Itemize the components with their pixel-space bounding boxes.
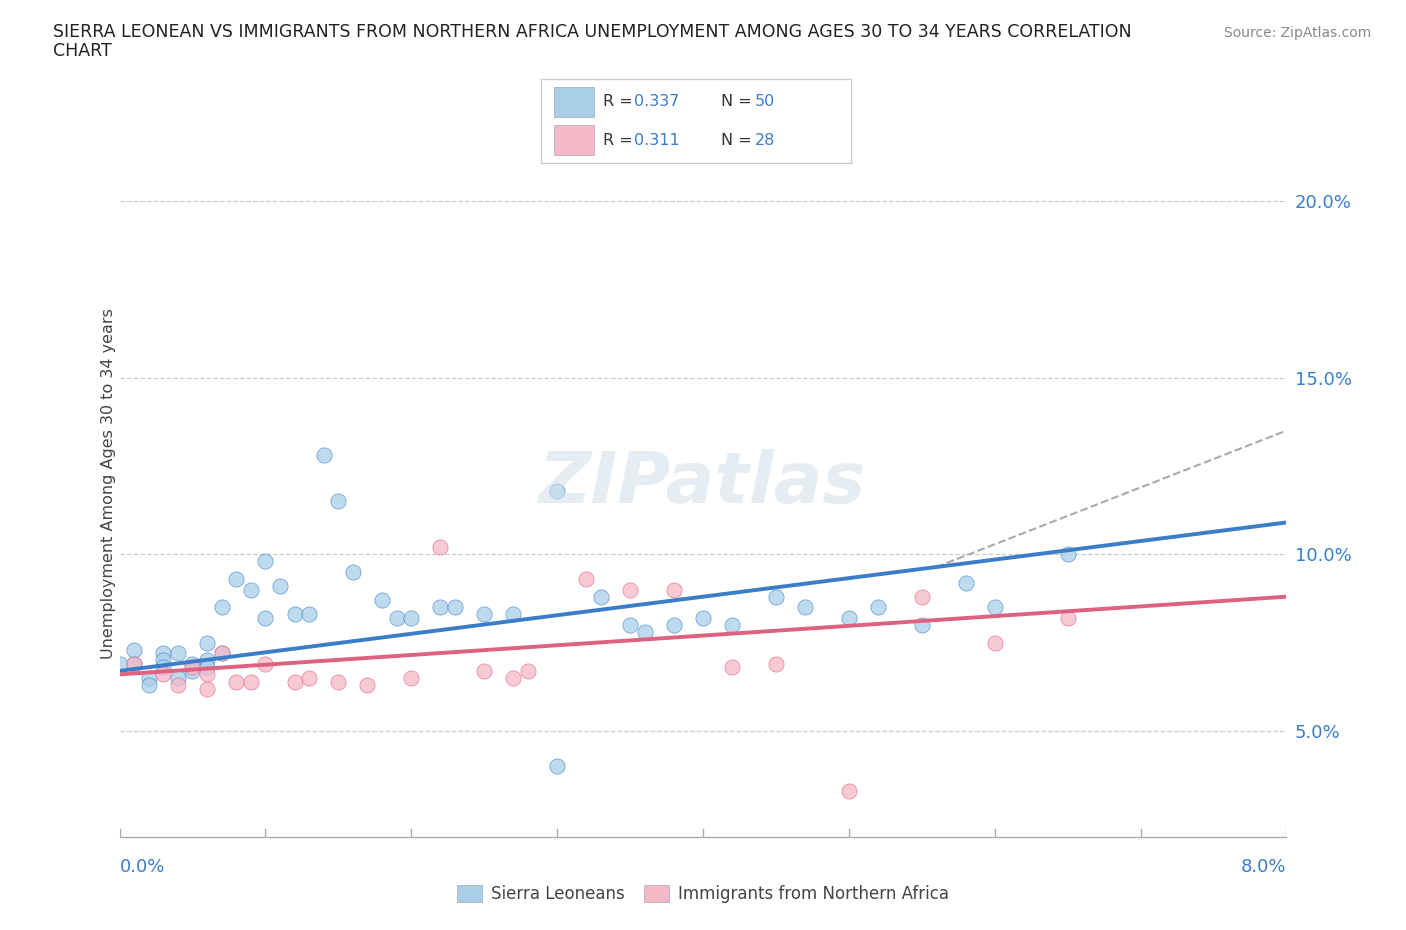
Point <box>195 635 218 650</box>
Point <box>312 448 335 463</box>
Point <box>662 618 685 632</box>
Point <box>546 484 568 498</box>
Point <box>239 582 262 597</box>
Point <box>138 671 160 685</box>
Point <box>122 643 145 658</box>
Point <box>502 671 524 685</box>
Point <box>239 674 262 689</box>
Point <box>181 663 204 678</box>
Point <box>399 610 422 625</box>
Text: 50: 50 <box>755 94 775 109</box>
Point <box>589 590 612 604</box>
Point <box>429 539 451 554</box>
Point <box>399 671 422 685</box>
Text: 28: 28 <box>755 133 775 148</box>
Point <box>911 590 934 604</box>
Point <box>122 657 145 671</box>
Text: CHART: CHART <box>53 42 112 60</box>
Point <box>911 618 934 632</box>
Point <box>283 607 307 622</box>
Point <box>138 678 160 693</box>
Text: 0.0%: 0.0% <box>120 857 165 876</box>
Point <box>328 494 350 509</box>
Point <box>166 678 188 693</box>
Point <box>633 625 655 640</box>
Point <box>225 674 247 689</box>
Point <box>122 657 145 671</box>
Point <box>983 600 1005 615</box>
Point <box>298 671 321 685</box>
Point <box>517 663 540 678</box>
Point <box>298 607 321 622</box>
Point <box>225 572 247 587</box>
Point <box>472 663 495 678</box>
Point <box>429 600 451 615</box>
Point <box>181 657 204 671</box>
Point <box>838 610 860 625</box>
Point <box>794 600 817 615</box>
Point <box>211 645 233 660</box>
Point <box>269 578 291 593</box>
Point <box>1056 547 1078 562</box>
Point <box>283 674 307 689</box>
Point <box>195 660 218 675</box>
Point <box>619 618 641 632</box>
Point <box>866 600 889 615</box>
Point <box>838 784 860 799</box>
Bar <box>554 126 593 155</box>
Point <box>254 554 277 569</box>
Point <box>371 592 394 607</box>
Point <box>166 671 188 685</box>
Point <box>211 600 233 615</box>
Point <box>502 607 524 622</box>
Point <box>575 572 598 587</box>
Legend: Sierra Leoneans, Immigrants from Northern Africa: Sierra Leoneans, Immigrants from Norther… <box>451 879 955 910</box>
Point <box>152 667 174 682</box>
Point <box>328 674 350 689</box>
Point <box>385 610 408 625</box>
Point <box>195 667 218 682</box>
Y-axis label: Unemployment Among Ages 30 to 34 years: Unemployment Among Ages 30 to 34 years <box>101 308 115 659</box>
Point <box>152 653 174 668</box>
Point <box>108 657 131 671</box>
Point <box>152 660 174 675</box>
Point <box>955 575 977 590</box>
Text: R =: R = <box>603 94 633 109</box>
Point <box>254 657 277 671</box>
Point <box>195 653 218 668</box>
Text: Source: ZipAtlas.com: Source: ZipAtlas.com <box>1223 26 1371 40</box>
Point <box>444 600 467 615</box>
Text: 0.337: 0.337 <box>634 94 679 109</box>
Point <box>765 657 787 671</box>
Point <box>181 660 204 675</box>
Point <box>1056 610 1078 625</box>
Bar <box>554 86 593 117</box>
Point <box>721 618 744 632</box>
Text: R =: R = <box>603 133 633 148</box>
Point <box>254 610 277 625</box>
Point <box>765 590 787 604</box>
Point <box>342 565 364 579</box>
Point <box>152 645 174 660</box>
Point <box>692 610 714 625</box>
Point <box>472 607 495 622</box>
Point <box>166 645 188 660</box>
Point <box>211 645 233 660</box>
Text: 8.0%: 8.0% <box>1241 857 1286 876</box>
Point <box>619 582 641 597</box>
Text: 0.311: 0.311 <box>634 133 681 148</box>
Point <box>195 681 218 696</box>
Text: ZIPatlas: ZIPatlas <box>540 449 866 518</box>
Point <box>356 678 378 693</box>
Text: N =: N = <box>721 94 751 109</box>
Text: N =: N = <box>721 133 751 148</box>
Point <box>983 635 1005 650</box>
Point <box>721 660 744 675</box>
Point <box>546 759 568 774</box>
Text: SIERRA LEONEAN VS IMMIGRANTS FROM NORTHERN AFRICA UNEMPLOYMENT AMONG AGES 30 TO : SIERRA LEONEAN VS IMMIGRANTS FROM NORTHE… <box>53 23 1132 41</box>
Point <box>662 582 685 597</box>
